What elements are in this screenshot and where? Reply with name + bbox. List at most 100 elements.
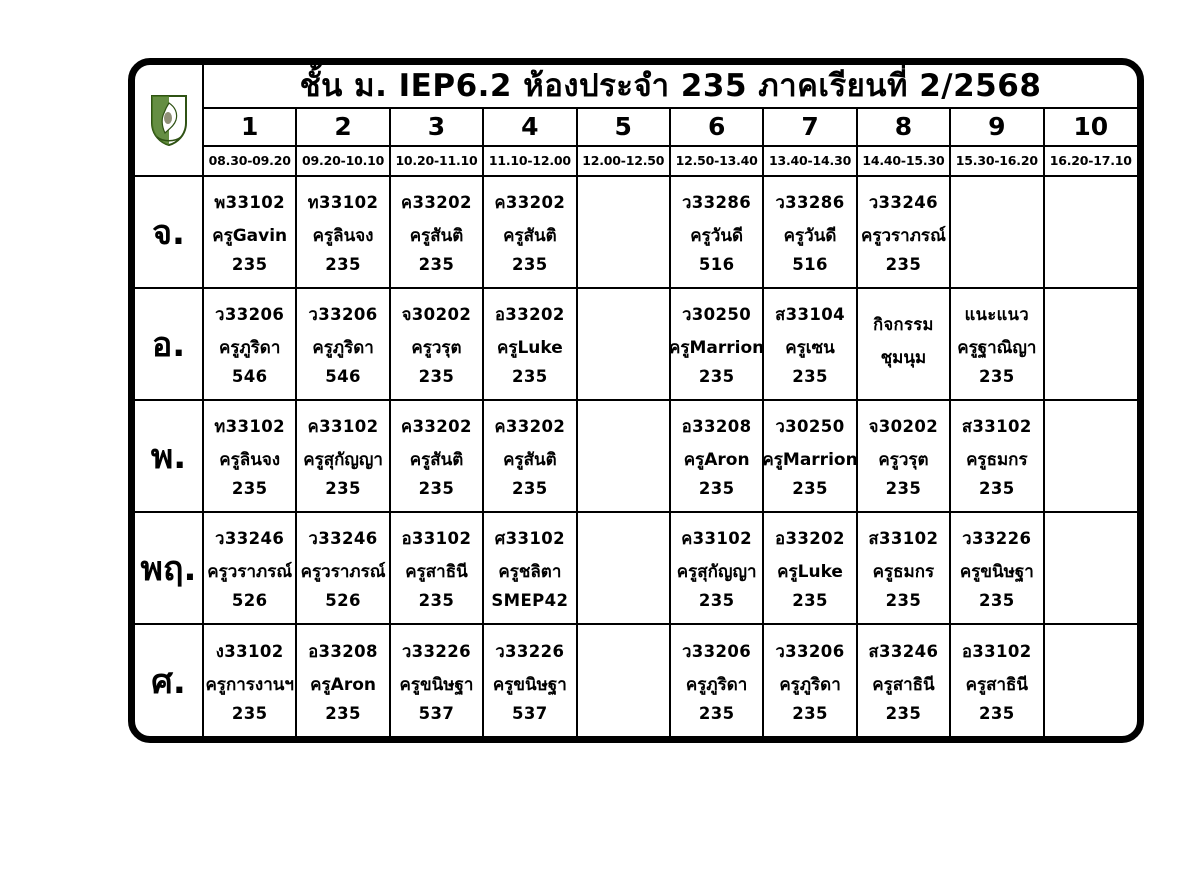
room-number: 546 [325,367,361,386]
subject-code: ว33226 [495,641,565,661]
class-slot-empty[interactable] [949,175,1045,289]
class-slot[interactable]: ว33286 ครูวันดี 516 [762,175,858,289]
class-slot[interactable]: อ33202 ครูLuke 235 [762,511,858,625]
class-slot-empty[interactable] [1042,511,1137,625]
period-time: 09.20-10.10 [295,145,391,177]
class-slot-empty[interactable] [1042,287,1137,401]
class-slot[interactable]: ส33102 ครูธมกร 235 [949,399,1045,513]
class-slot-empty[interactable] [575,623,671,736]
class-slot[interactable]: ค33102 ครูสุกัญญา 235 [295,399,391,513]
class-slot[interactable]: ท33102 ครูลินจง 235 [295,175,391,289]
class-slot[interactable]: อ33202 ครูLuke 235 [482,287,578,401]
teacher-name: ชุมนุม [880,347,927,368]
class-slot[interactable]: ส33102 ครูธมกร 235 [855,511,952,625]
class-slot[interactable]: แนะแนว ครูฐาณิญา 235 [949,287,1045,401]
teacher-name: ครูฐาณิญา [957,338,1037,358]
subject-code: ค33202 [401,417,472,436]
class-slot-empty[interactable] [1042,175,1137,289]
class-slot[interactable]: ส33104 ครูเซน 235 [762,287,858,401]
class-slot-empty[interactable] [575,287,671,401]
class-slot[interactable]: ว33226 ครูขนิษฐา 537 [388,623,485,736]
teacher-name: ครูขนิษฐา [399,674,474,695]
subject-code: ว33246 [308,529,378,548]
subject-code: ส33104 [775,305,845,324]
subject-code: ส33102 [961,417,1032,436]
class-slot[interactable]: ว33206 ครูภูริดา 546 [201,287,298,401]
class-slot-empty[interactable] [1042,399,1137,513]
class-slot[interactable]: พ33102 ครูGavin 235 [201,175,298,289]
teacher-name: ครูGavin [212,226,288,246]
teacher-name: ครูภูริดา [685,674,748,695]
teacher-name: ครูวันดี [690,226,743,246]
class-slot[interactable]: อ33208 ครูAron 235 [668,399,765,513]
class-slot[interactable]: ส33246 ครูสาธินี 235 [855,623,952,736]
class-slot[interactable]: ท33102 ครูลินจง 235 [201,399,298,513]
class-slot[interactable]: ว33206 ครูภูริดา 235 [762,623,858,736]
class-slot[interactable]: ค33202 ครูสันติ 235 [388,399,485,513]
period-number: 3 [388,107,485,147]
room-number: 235 [978,367,1015,386]
room-number: 516 [792,255,828,274]
room-number: 235 [885,255,922,274]
class-slot[interactable]: ว33206 ครูภูริดา 546 [295,287,391,401]
subject-code: ว33206 [775,641,845,661]
teacher-name: ครูLuke [777,562,843,582]
subject-code: ว33246 [215,529,285,548]
room-number: 526 [325,591,361,610]
class-slot[interactable]: ว30250 ครูMarrion 235 [668,287,765,401]
day-row-wednesday: พ. ท33102 ครูลินจง 235 ค33102 ครูสุกัญญา… [135,399,1137,513]
room-number: 526 [231,591,268,610]
class-slot[interactable]: ค33202 ครูสันติ 235 [482,399,578,513]
day-row-thursday: พฤ. ว33246 ครูวราภรณ์ 526 ว33246 ครูวราภ… [135,511,1137,625]
room-number: 235 [231,703,268,723]
teacher-name: ครูวราภรณ์ [207,562,293,582]
class-slot-empty[interactable] [575,511,671,625]
class-slot-empty[interactable] [1042,623,1137,736]
teacher-name: ครูสาธินี [965,674,1029,695]
subject-code: ค33202 [494,417,566,436]
room-number: 235 [512,255,548,274]
teacher-name: ครูธมกร [966,450,1028,470]
class-slot[interactable]: ว33226 ครูขนิษฐา 235 [949,511,1045,625]
teacher-name: ครูชลิตา [498,562,562,582]
period-number: 1 [203,107,298,147]
subject-code: พ33102 [214,193,286,212]
class-slot[interactable]: ว33246 ครูวราภรณ์ 526 [201,511,298,625]
teacher-name: ครูภูริดา [779,674,841,695]
class-slot[interactable]: ว33206 ครูภูริดา 235 [668,623,765,736]
class-slot[interactable]: ว33246 ครูวราภรณ์ 526 [295,511,391,625]
class-slot[interactable]: ว30250 ครูMarrion 235 [762,399,858,513]
class-slot[interactable]: ง33102 ครูการงานฯ 235 [201,623,298,736]
period-time: 15.30-16.20 [949,145,1045,177]
period-time: 12.00-12.50 [575,145,671,177]
subject-code: จ30202 [868,417,939,436]
teacher-name: ครูวรุต [411,338,462,358]
period-time: 16.20-17.10 [1042,145,1137,177]
period-number: 6 [668,107,765,147]
period-time: 08.30-09.20 [203,145,298,177]
room-number: 235 [698,479,735,498]
teacher-name: ครูธมกร [872,562,935,582]
subject-code: อ33208 [681,417,752,436]
class-slot[interactable]: ค33202 ครูสันติ 235 [482,175,578,289]
class-slot[interactable]: จ30202 ครูวรุต 235 [388,287,485,401]
class-slot[interactable]: ค33102 ครูสุกัญญา 235 [668,511,765,625]
class-slot-empty[interactable] [575,175,671,289]
class-slot[interactable]: ว33226 ครูขนิษฐา 537 [482,623,578,736]
class-slot[interactable]: กิจกรรม ชุมนุม [855,287,952,401]
class-slot[interactable]: ว33246 ครูวราภรณ์ 235 [855,175,952,289]
class-slot[interactable]: ค33202 ครูสันติ 235 [388,175,485,289]
class-slot[interactable]: จ30202 ครูวรุต 235 [855,399,952,513]
class-slot[interactable]: ว33286 ครูวันดี 516 [668,175,765,289]
room-number: 235 [885,591,922,610]
class-slot[interactable]: อ33208 ครูAron 235 [295,623,391,736]
room-number: 516 [698,255,735,274]
class-slot-empty[interactable] [575,399,671,513]
class-slot[interactable]: อ33102 ครูสาธินี 235 [388,511,485,625]
room-number: 235 [325,703,361,723]
teacher-name: ครูสาธินี [405,562,468,582]
period-number: 9 [949,107,1045,147]
class-slot[interactable]: ศ33102 ครูชลิตา SMEP42 [482,511,578,625]
class-slot[interactable]: อ33102 ครูสาธินี 235 [949,623,1045,736]
